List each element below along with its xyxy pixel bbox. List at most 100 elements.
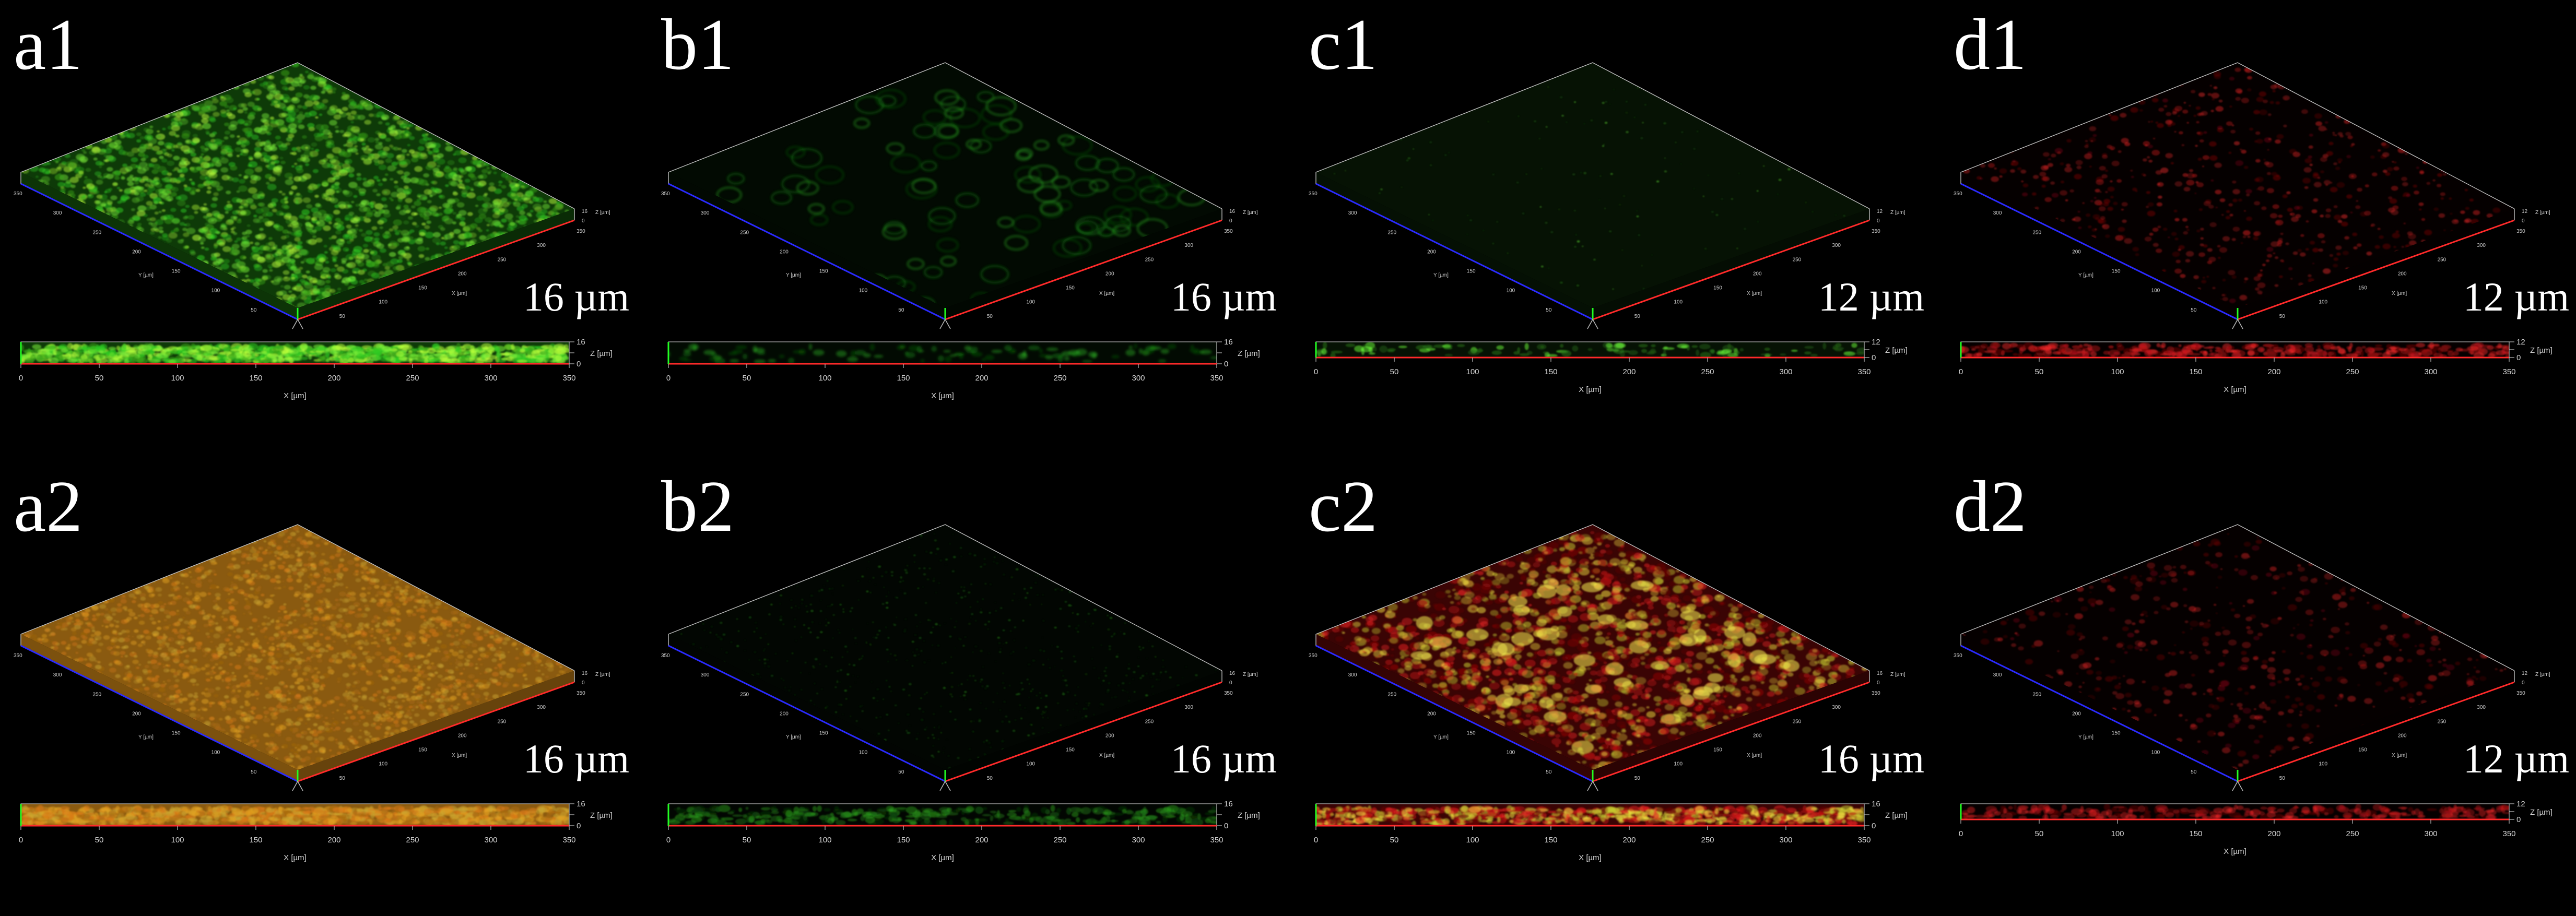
x-tick-label: 50 — [1634, 314, 1641, 319]
strip-x-tick: 50 — [1390, 836, 1399, 844]
z-axis-label: Z [µm] — [1890, 210, 1905, 216]
y-tick-label: 250 — [740, 230, 749, 235]
x-tick-label: 200 — [1753, 733, 1762, 739]
x-tick-label: 150 — [2358, 747, 2367, 753]
y-axis-label: Y [µm] — [1433, 734, 1449, 740]
y-tick-label: 350 — [1309, 191, 1318, 197]
thickness-label: 12 µm — [1818, 277, 1924, 317]
x-tick-label: 50 — [987, 314, 993, 319]
y-tick-label: 200 — [132, 249, 141, 255]
strip-z-tick: 0 — [1224, 822, 1228, 830]
strip-z-label: Z [µm] — [2530, 346, 2553, 355]
y-tick-label: 300 — [701, 210, 710, 216]
x-tick-label: 300 — [537, 705, 546, 710]
x-tick-label: 250 — [2438, 257, 2446, 263]
y-tick-label: 100 — [211, 288, 220, 294]
y-axis-label: Y [µm] — [2078, 272, 2093, 278]
y-tick-label: 50 — [251, 307, 257, 313]
y-tick-label: 300 — [1348, 210, 1357, 216]
strip-x-tick: 150 — [1544, 836, 1557, 844]
strip-x-tick: 0 — [1959, 367, 1963, 376]
y-tick-label: 100 — [859, 750, 868, 756]
strip-x-tick: 300 — [484, 836, 497, 844]
y-tick-label: 350 — [14, 653, 22, 659]
y-axis-label: Y [µm] — [138, 272, 154, 278]
strip-x-tick: 100 — [1466, 836, 1479, 844]
strip-x-tick: 250 — [1053, 374, 1066, 383]
x-tick-label: 50 — [2279, 776, 2286, 781]
x-tick-label: 150 — [1713, 285, 1722, 291]
x-tick-label: 150 — [418, 747, 427, 753]
strip-z-tick: 16 — [1224, 800, 1233, 808]
strip-x-tick: 150 — [2189, 367, 2202, 376]
x-tick-label: 150 — [1066, 285, 1075, 291]
strip-x-tick: 300 — [2424, 829, 2437, 838]
z-tick-label: 0 — [582, 218, 585, 224]
strip-x-label: X [µm] — [284, 391, 307, 400]
x-tick-label: 250 — [1145, 257, 1154, 263]
strip-z-tick: 0 — [1224, 360, 1228, 368]
z-tick-label: 0 — [1229, 680, 1232, 686]
strip-z-tick: 12 — [2516, 338, 2525, 347]
x-tick-label: 200 — [1105, 271, 1114, 277]
x-axis-label: X [µm] — [1747, 753, 1762, 758]
x-tick-label: 350 — [1872, 691, 1880, 696]
y-tick-label: 50 — [2191, 307, 2197, 313]
thickness-label: 12 µm — [2463, 277, 2569, 317]
y-tick-label: 100 — [1507, 288, 1515, 294]
strip-x-tick: 350 — [2502, 367, 2515, 376]
y-tick-label: 350 — [661, 653, 670, 659]
strip-x-tick: 0 — [666, 374, 671, 383]
strip-x-tick: 200 — [1622, 836, 1636, 844]
strip-z-label: Z [µm] — [1238, 811, 1260, 820]
strip-x-tick: 100 — [171, 836, 184, 844]
confocal-render-c2: 5010015020025030035050100150200250300350… — [1295, 462, 1939, 916]
x-axis-label: X [µm] — [1099, 291, 1114, 296]
strip-x-tick: 250 — [1701, 836, 1714, 844]
z-tick-label: 0 — [1877, 218, 1880, 224]
x-tick-label: 200 — [458, 733, 467, 739]
confocal-render-b1: 5010015020025030035050100150200250300350… — [648, 0, 1291, 454]
z-tick-label: 0 — [2522, 680, 2525, 686]
x-tick-label: 100 — [1026, 762, 1035, 767]
strip-x-tick: 0 — [1314, 836, 1318, 844]
strip-x-tick: 200 — [2267, 829, 2280, 838]
strip-x-tick: 150 — [897, 836, 910, 844]
strip-x-tick: 150 — [1544, 367, 1557, 376]
x-tick-label: 250 — [498, 719, 507, 724]
strip-z-tick: 16 — [577, 338, 585, 347]
x-tick-label: 350 — [1224, 229, 1233, 234]
y-tick-label: 350 — [1954, 653, 1962, 659]
strip-z-tick: 0 — [577, 360, 581, 368]
y-tick-label: 100 — [2151, 750, 2160, 756]
strip-x-tick: 50 — [95, 374, 104, 383]
z-tick-label: 16 — [582, 671, 588, 676]
strip-x-tick: 200 — [975, 374, 988, 383]
y-tick-label: 250 — [92, 230, 101, 235]
z-tick-label: 0 — [582, 680, 585, 686]
strip-x-tick: 150 — [897, 374, 910, 383]
x-tick-label: 100 — [1674, 300, 1683, 305]
y-tick-label: 300 — [53, 672, 62, 678]
thickness-label: 16 µm — [1818, 739, 1924, 779]
strip-z-label: Z [µm] — [1885, 346, 1908, 355]
strip-x-tick: 200 — [2267, 367, 2280, 376]
strip-x-tick: 350 — [1857, 836, 1871, 844]
strip-x-label: X [µm] — [2224, 385, 2246, 394]
y-tick-label: 300 — [1348, 672, 1357, 678]
x-tick-label: 150 — [418, 285, 427, 291]
x-tick-label: 200 — [458, 271, 467, 277]
x-axis-label: X [µm] — [1747, 291, 1762, 296]
x-tick-label: 300 — [2477, 243, 2486, 248]
strip-x-tick: 350 — [1857, 367, 1871, 376]
z-axis-label: Z [µm] — [1243, 210, 1258, 216]
strip-x-tick: 250 — [1701, 367, 1714, 376]
panel-label: d2 — [1954, 470, 2027, 543]
strip-x-tick: 100 — [2111, 829, 2124, 838]
strip-x-label: X [µm] — [931, 391, 954, 400]
x-tick-label: 200 — [2398, 733, 2407, 739]
y-tick-label: 250 — [1387, 230, 1396, 235]
x-tick-label: 50 — [2279, 314, 2286, 319]
